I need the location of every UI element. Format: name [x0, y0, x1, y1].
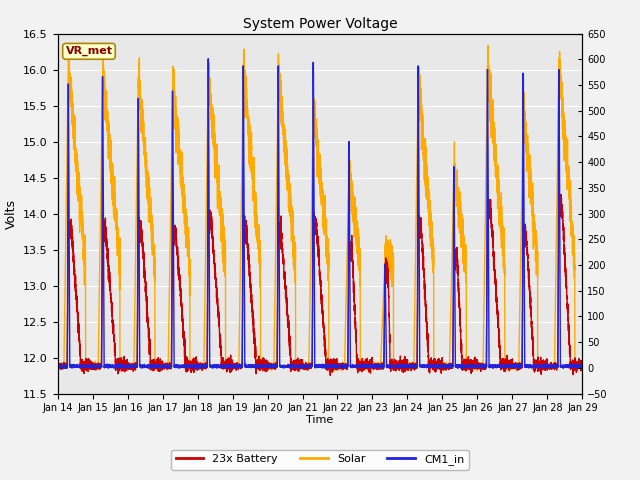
Text: VR_met: VR_met: [65, 46, 113, 57]
Legend: 23x Battery, Solar, CM1_in: 23x Battery, Solar, CM1_in: [171, 450, 469, 469]
X-axis label: Time: Time: [307, 415, 333, 425]
Title: System Power Voltage: System Power Voltage: [243, 17, 397, 31]
Y-axis label: Volts: Volts: [4, 199, 17, 228]
